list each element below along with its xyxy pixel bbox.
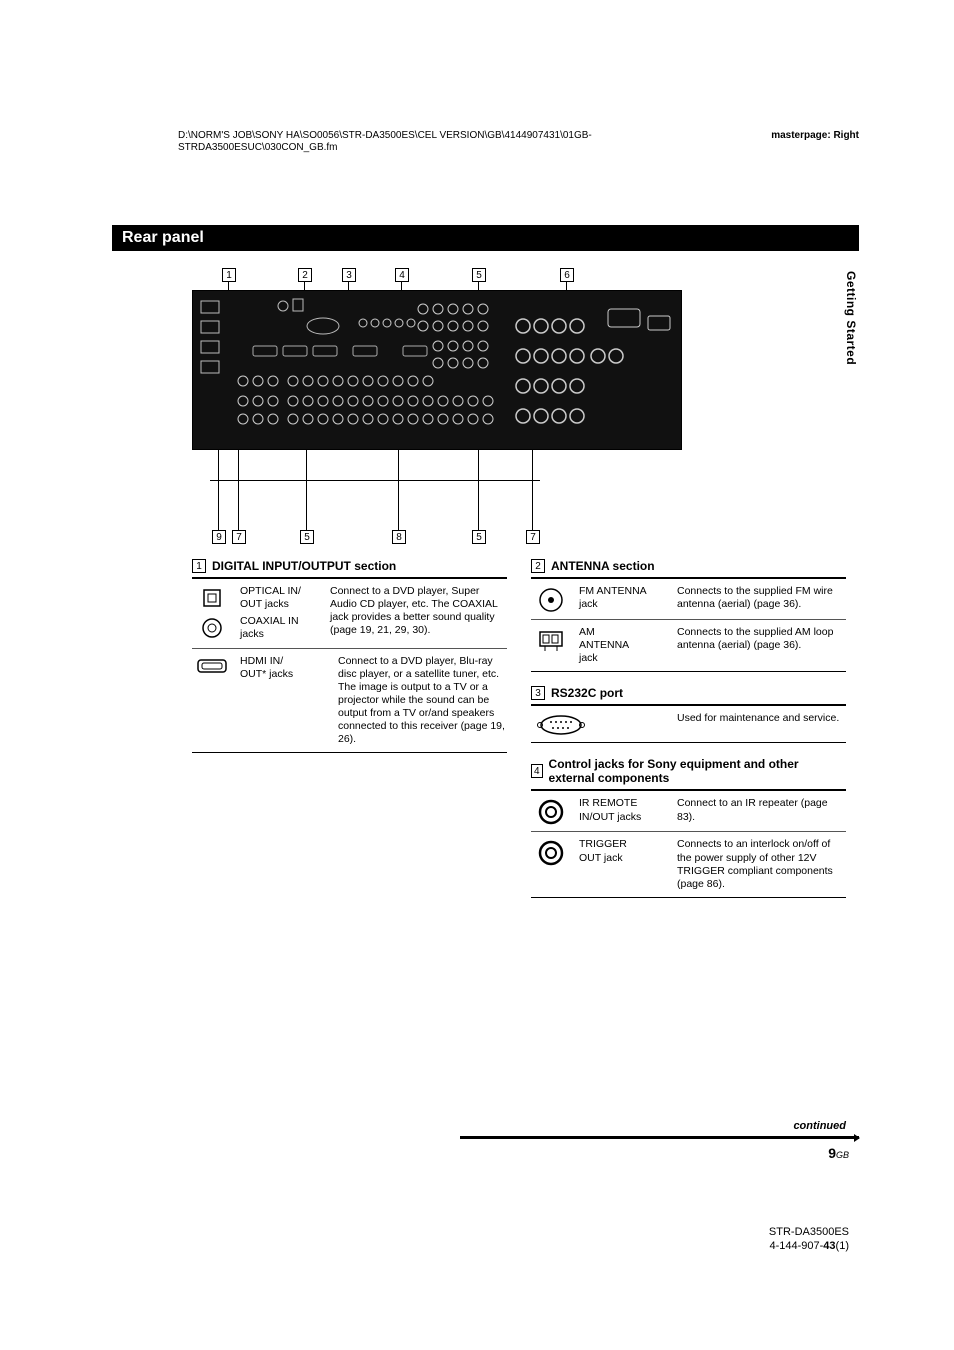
callout-5c: 5 bbox=[472, 530, 486, 544]
optical-coax-desc: Connect to a DVD player, Super Audio CD … bbox=[330, 579, 507, 648]
callout-2: 2 bbox=[298, 268, 312, 282]
callout-4: 4 bbox=[395, 268, 409, 282]
callout-3: 3 bbox=[342, 268, 356, 282]
hdmi-icon bbox=[192, 655, 232, 747]
section-1-heading: 1 DIGITAL INPUT/OUTPUT section bbox=[192, 555, 507, 579]
ir-remote-icon bbox=[531, 797, 571, 825]
coax-icon bbox=[192, 615, 232, 641]
page-num-suffix: GB bbox=[836, 1150, 849, 1160]
section-num-3: 3 bbox=[531, 686, 545, 700]
rs232-icon bbox=[531, 712, 591, 736]
trigger-icon bbox=[531, 838, 571, 891]
section-3-heading: 3 RS232C port bbox=[531, 682, 846, 706]
callout-5: 5 bbox=[472, 268, 486, 282]
callout-9: 9 bbox=[212, 530, 226, 544]
callout-5b: 5 bbox=[300, 530, 314, 544]
leader-line bbox=[238, 450, 239, 530]
trigger-name: TRIGGER OUT jack bbox=[579, 838, 669, 891]
footer-model: STR-DA3500ES bbox=[769, 1225, 849, 1239]
right-column: 2 ANTENNA section FM ANTENNA jack Connec… bbox=[531, 555, 846, 898]
am-desc: Connects to the supplied AM loop antenna… bbox=[677, 626, 846, 665]
section-num-1: 1 bbox=[192, 559, 206, 573]
section-title-bar: Rear panel bbox=[112, 225, 859, 251]
leader-line bbox=[398, 450, 399, 530]
callout-1: 1 bbox=[222, 268, 236, 282]
rs232-desc: Used for maintenance and service. bbox=[677, 712, 846, 736]
section-4-heading: 4 Control jacks for Sony equipment and o… bbox=[531, 753, 846, 791]
callout-6: 6 bbox=[560, 268, 574, 282]
section-2-title: ANTENNA section bbox=[551, 559, 655, 573]
left-column: 1 DIGITAL INPUT/OUTPUT section OPTICAL I… bbox=[192, 555, 507, 898]
am-antenna-icon bbox=[531, 626, 571, 665]
coax-name: COAXIAL IN jacks bbox=[240, 615, 330, 641]
leader-line bbox=[306, 450, 307, 530]
page-num-bold: 9 bbox=[828, 1145, 836, 1161]
optical-name: OPTICAL IN/ OUT jacks bbox=[240, 585, 330, 611]
section-num-2: 2 bbox=[531, 559, 545, 573]
leader-line bbox=[210, 480, 540, 481]
rear-panel-diagram bbox=[192, 290, 682, 450]
section-2-heading: 2 ANTENNA section bbox=[531, 555, 846, 579]
trigger-desc: Connects to an interlock on/off of the p… bbox=[677, 838, 846, 891]
fm-name: FM ANTENNA jack bbox=[579, 585, 669, 613]
ir-name: IR REMOTE IN/OUT jacks bbox=[579, 797, 669, 825]
continued-label: continued bbox=[793, 1120, 846, 1132]
callout-8: 8 bbox=[392, 530, 406, 544]
section-num-4: 4 bbox=[531, 764, 543, 778]
footer: STR-DA3500ES 4-144-907-43(1) bbox=[769, 1225, 849, 1254]
continued-rule bbox=[460, 1136, 859, 1139]
masterpage-label: masterpage: Right bbox=[771, 130, 859, 141]
callout-7b: 7 bbox=[526, 530, 540, 544]
section-1-title: DIGITAL INPUT/OUTPUT section bbox=[212, 559, 396, 573]
section-4-title: Control jacks for Sony equipment and oth… bbox=[549, 757, 846, 785]
ir-desc: Connect to an IR repeater (page 83). bbox=[677, 797, 846, 825]
side-tab-label: Getting Started bbox=[844, 271, 858, 365]
leader-line bbox=[532, 450, 533, 530]
fm-desc: Connects to the supplied FM wire antenna… bbox=[677, 585, 846, 613]
file-path: D:\NORM'S JOB\SONY HA\SO0056\STR-DA3500E… bbox=[178, 130, 678, 154]
section-3-title: RS232C port bbox=[551, 686, 623, 700]
leader-line bbox=[478, 450, 479, 530]
am-name: AM ANTENNA jack bbox=[579, 626, 669, 665]
hdmi-desc: Connect to a DVD player, Blu-ray disc pl… bbox=[338, 655, 507, 747]
hdmi-name: HDMI IN/ OUT* jacks bbox=[240, 655, 330, 747]
page-number: 9GB bbox=[828, 1145, 849, 1161]
leader-line bbox=[218, 450, 219, 530]
callout-7: 7 bbox=[232, 530, 246, 544]
rs232-name bbox=[599, 712, 669, 736]
footer-code: 4-144-907-43(1) bbox=[769, 1239, 849, 1253]
fm-antenna-icon bbox=[531, 585, 571, 613]
section-title: Rear panel bbox=[112, 229, 204, 247]
optical-icon bbox=[192, 585, 232, 611]
